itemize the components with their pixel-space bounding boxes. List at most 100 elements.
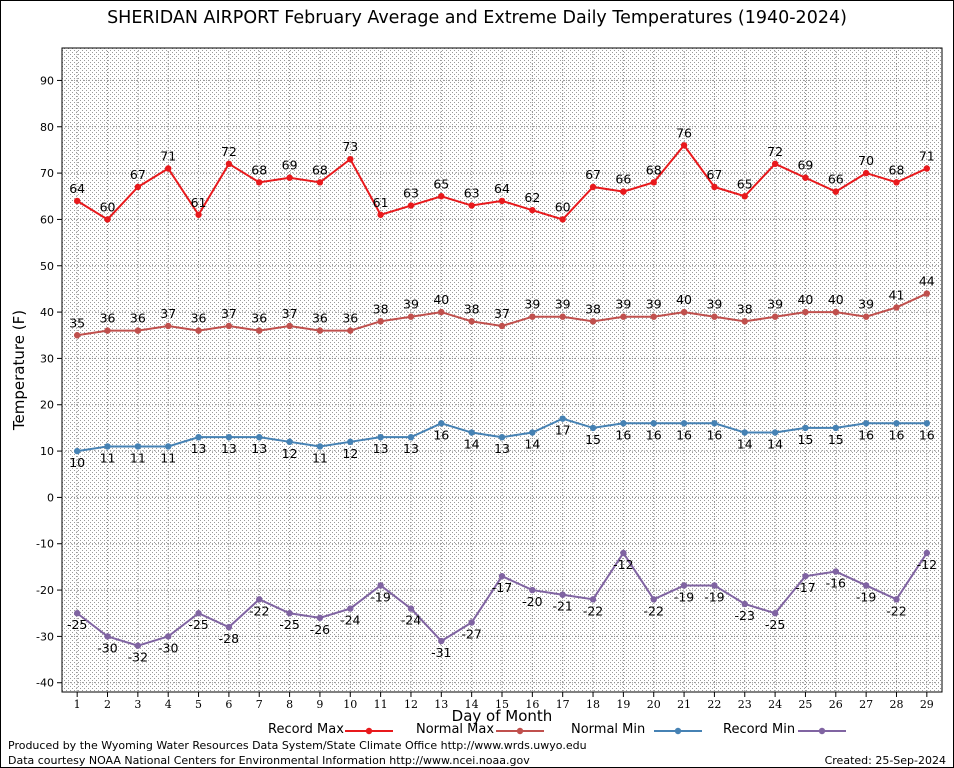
record-max-data-label: 66 [615, 172, 631, 187]
normal-min-data-label: 11 [130, 450, 146, 465]
record-min-point [893, 596, 900, 603]
record-max-data-label: 69 [282, 158, 298, 173]
normal-min-data-label: 13 [221, 441, 237, 456]
record-min-point [923, 549, 931, 557]
record-min-data-label: -25 [188, 617, 208, 632]
y-tick-label: 80 [40, 121, 54, 134]
record-min-point [529, 586, 536, 594]
x-tick-label: 14 [465, 698, 479, 711]
record-max-point [195, 211, 202, 218]
record-min-data-label: -25 [279, 617, 299, 632]
normal-min-point [771, 429, 779, 436]
normal-min-data-label: 13 [191, 441, 207, 456]
y-tick-label: 50 [40, 260, 54, 273]
normal-max-data-label: 37 [160, 306, 176, 321]
y-tick-label: 20 [40, 399, 54, 412]
x-tick-label: 28 [889, 698, 903, 711]
normal-max-data-label: 36 [312, 311, 328, 326]
normal-min-point [620, 420, 627, 427]
normal-max-data-label: 36 [100, 311, 116, 326]
normal-min-point [741, 429, 748, 436]
record-max-data-label: 71 [919, 148, 935, 163]
record-min-point [195, 610, 202, 617]
normal-max-point [377, 318, 384, 325]
y-tick-label: 90 [40, 74, 54, 87]
normal-max-data-label: 39 [403, 297, 419, 312]
normal-min-data-label: 16 [889, 427, 905, 442]
normal-max-data-label: 38 [373, 301, 389, 316]
record-min-point [498, 572, 506, 580]
record-min-point [347, 605, 354, 612]
legend-label-normal-max: Normal Max [416, 722, 495, 737]
x-tick-label: 24 [768, 698, 782, 711]
legend-swatch-record-max [345, 727, 393, 735]
normal-max-data-label: 36 [130, 311, 146, 326]
x-tick-label: 5 [195, 698, 202, 711]
record-min-data-label: -27 [461, 627, 481, 642]
record-min-data-label: -22 [583, 603, 603, 618]
record-max-point [862, 169, 870, 177]
normal-max-data-label: 36 [342, 311, 358, 326]
record-min-data-label: -19 [856, 589, 876, 604]
normal-min-data-label: 14 [737, 437, 753, 452]
normal-max-point [165, 322, 172, 330]
record-max-series: 64 60 67 71 61 72 68 69 68 73 61 63 65 63 64 62 60 67 66 68… [69, 125, 935, 223]
y-tick-label: -30 [36, 630, 54, 643]
normal-min-data-label: 13 [403, 441, 419, 456]
record-min-data-label: -25 [67, 617, 87, 632]
normal-max-point [893, 304, 900, 311]
normal-max-data-label: 40 [433, 292, 449, 307]
record-max-data-label: 68 [312, 162, 328, 177]
record-min-point [468, 619, 475, 626]
record-max-data-label: 72 [221, 144, 237, 159]
normal-min-point [195, 433, 202, 441]
record-max-data-label: 61 [191, 195, 207, 210]
record-min-point [73, 610, 81, 617]
record-max-point [711, 183, 718, 191]
normal-max-point [347, 327, 354, 334]
normal-min-data-label: 11 [160, 450, 176, 465]
normal-max-point [832, 308, 839, 316]
record-min-point [741, 600, 748, 608]
record-max-data-label: 68 [889, 162, 905, 177]
x-tick-label: 21 [677, 698, 691, 711]
normal-max-point [498, 322, 506, 330]
x-tick-label: 1 [74, 698, 81, 711]
normal-min-data-label: 17 [555, 423, 571, 438]
normal-max-point [438, 308, 445, 316]
record-min-point [134, 642, 142, 649]
x-tick-label: 7 [256, 698, 263, 711]
x-tick-label: 22 [707, 698, 721, 711]
normal-max-point [316, 327, 324, 334]
created-date: Created: 25-Sep-2024 [824, 754, 946, 767]
grid-lines [62, 48, 942, 692]
record-min-point [620, 549, 627, 557]
normal-min-point [559, 415, 566, 422]
credit-line-1: Produced by the Wyoming Water Resources … [8, 739, 587, 752]
record-min-data-label: -23 [735, 608, 755, 623]
record-max-data-label: 65 [433, 176, 449, 191]
record-max-data-label: 67 [706, 167, 722, 182]
y-tick-label: 0 [47, 491, 54, 504]
record-min-data-label: -32 [128, 650, 148, 665]
normal-min-point [650, 420, 657, 427]
record-max-point [225, 160, 233, 168]
record-max-point [923, 165, 931, 172]
x-tick-label: 15 [495, 698, 509, 711]
record-max-data-label: 70 [858, 153, 874, 168]
y-tick-label: 10 [40, 445, 54, 458]
record-min-data-label: -26 [310, 622, 330, 637]
record-min-data-label: -19 [704, 589, 724, 604]
normal-min-point [104, 443, 111, 450]
normal-min-point [407, 433, 415, 441]
record-max-point [771, 160, 779, 168]
x-tick-label: 19 [616, 698, 630, 711]
record-max-data-label: 60 [100, 199, 116, 214]
record-min-point [589, 596, 597, 603]
record-max-data-label: 71 [160, 148, 176, 163]
record-max-point [286, 174, 293, 181]
x-tick-label: 29 [920, 698, 934, 711]
x-tick-label: 10 [343, 698, 357, 711]
normal-max-point [134, 327, 142, 334]
